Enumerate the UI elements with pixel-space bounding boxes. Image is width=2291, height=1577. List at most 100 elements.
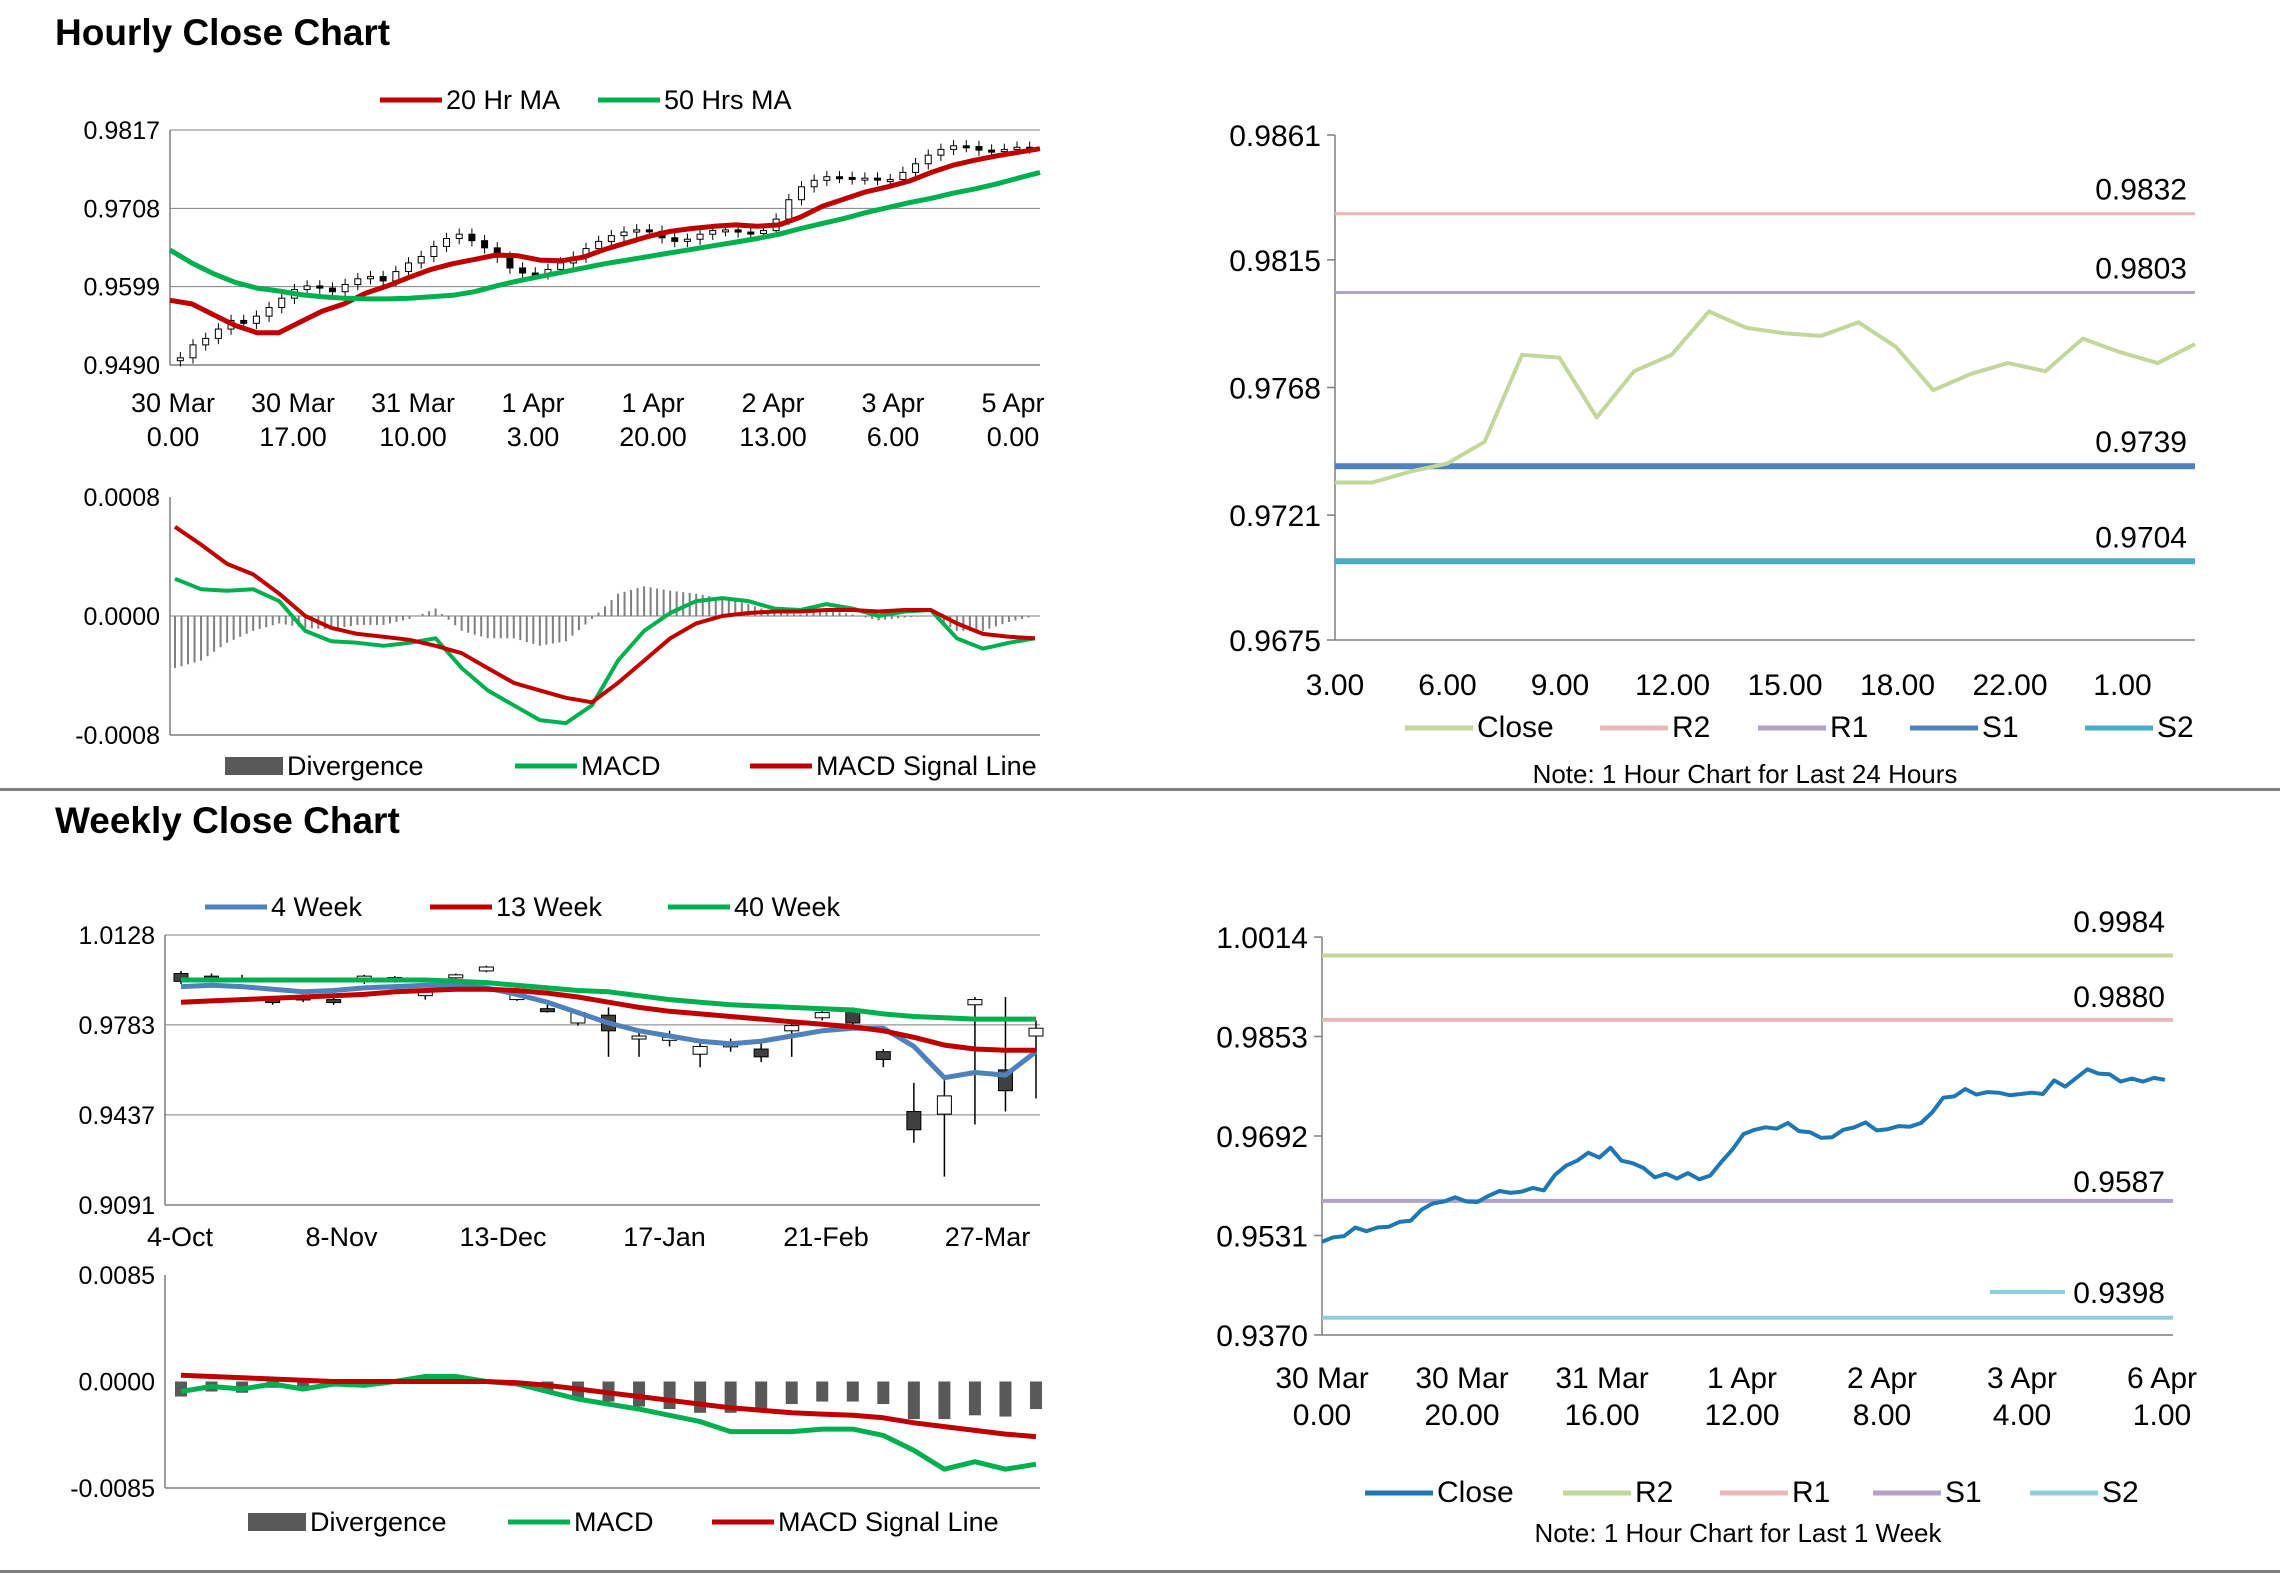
- weekly-pivots-legend-r1-label: R1: [1792, 1476, 1830, 1509]
- hourly-price-xtick-date: 5 Apr: [981, 388, 1044, 418]
- weekly-pivots-xtick-time: 4.00: [1993, 1399, 2051, 1432]
- hourly-macd-legend-divergence-swatch: [225, 757, 283, 775]
- hourly-candle-body: [747, 231, 755, 235]
- hourly-price-xtick-date: 30 Mar: [251, 388, 335, 418]
- weekly-candle-body: [753, 1048, 769, 1058]
- hourly-candle-body: [912, 163, 920, 173]
- hourly-pivots-legend-r2-label: R2: [1672, 711, 1710, 744]
- hourly-candle-body: [620, 231, 628, 237]
- weekly-divergence-bar: [663, 1381, 676, 1410]
- weekly-macd-legend-divergence-swatch: [248, 1513, 306, 1531]
- hourly-legend-ma50-label: 50 Hrs MA: [664, 85, 792, 115]
- weekly-pivots-ytick: 0.9692: [1216, 1121, 1308, 1154]
- hourly-candle-body: [759, 230, 767, 234]
- hourly-candle-body: [189, 344, 197, 359]
- weekly-pivot-r1-label: 0.9880: [2073, 981, 2165, 1014]
- weekly-section-title: Weekly Close Chart: [55, 800, 400, 841]
- hourly-candle-body: [303, 285, 311, 291]
- weekly-price-xtick: 8-Nov: [305, 1222, 378, 1252]
- hourly-candle-body: [278, 297, 286, 309]
- page-bottom-divider: [0, 1570, 2280, 1573]
- weekly-macd-legend-divergence-label: Divergence: [310, 1507, 447, 1537]
- weekly-legend-40wk-label: 40 Week: [734, 892, 841, 922]
- weekly-macd-ytick: 0.0000: [79, 1369, 155, 1397]
- hourly-pivots-ytick: 0.9815: [1229, 245, 1321, 278]
- weekly-divergence-bar: [938, 1381, 951, 1420]
- hourly-price-xtick-time: 0.00: [147, 422, 200, 452]
- weekly-pivots-xtick-date: 2 Apr: [1847, 1362, 1917, 1395]
- hourly-price-xtick-date: 1 Apr: [621, 388, 684, 418]
- weekly-signal-line: [180, 1372, 1037, 1440]
- hourly-pivot-s2-label: 0.9704: [2095, 521, 2187, 554]
- weekly-candle-body: [814, 1012, 830, 1019]
- weekly-candle-body: [326, 999, 342, 1004]
- hourly-candle-body: [430, 245, 438, 257]
- hourly-candle-body: [886, 179, 894, 183]
- hourly-pivot-r2-label: 0.9832: [2095, 174, 2187, 207]
- hourly-candle-body: [950, 145, 958, 150]
- hourly-price-ytick: 0.9817: [84, 117, 160, 145]
- weekly-divergence-bar: [877, 1381, 890, 1405]
- hourly-candle-body: [823, 176, 831, 181]
- weekly-divergence-bar: [755, 1381, 768, 1410]
- weekly-candle-body: [631, 1035, 647, 1040]
- hourly-price-xtick-time: 20.00: [619, 422, 687, 452]
- hourly-legend-ma20-label: 20 Hr MA: [446, 85, 560, 115]
- hourly-pivots-xtick: 1.00: [2093, 669, 2151, 702]
- hourly-pivots-xtick: 18.00: [1860, 669, 1935, 702]
- hourly-candle-body: [405, 262, 413, 273]
- hourly-price-xtick-date: 31 Mar: [371, 388, 455, 418]
- hourly-pivot-s1-label: 0.9739: [2095, 426, 2187, 459]
- weekly-divergence-bar: [1030, 1381, 1042, 1410]
- hourly-candle-body: [328, 287, 336, 293]
- weekly-pivots-note: Note: 1 Hour Chart for Last 1 Week: [1534, 1518, 1942, 1548]
- hourly-candle-body: [988, 149, 996, 153]
- hourly-candle-body: [481, 240, 489, 249]
- hourly-pivots-xtick: 22.00: [1972, 669, 2047, 702]
- hourly-price-xtick-time: 0.00: [987, 422, 1040, 452]
- weekly-pivots-ytick: 1.0014: [1216, 922, 1308, 955]
- weekly-price-xtick: 4-Oct: [147, 1222, 214, 1252]
- weekly-pivots-xtick-date: 30 Mar: [1415, 1362, 1508, 1395]
- hourly-pivots-xtick: 15.00: [1747, 669, 1822, 702]
- hourly-candle-body: [341, 284, 349, 293]
- hourly-pivots-xtick: 6.00: [1418, 669, 1476, 702]
- weekly-price-ytick: 0.9091: [79, 1192, 155, 1220]
- weekly-price-ytick: 0.9783: [79, 1012, 155, 1040]
- hourly-series-ma50: [168, 169, 1041, 302]
- weekly-pivots-xtick-time: 20.00: [1424, 1399, 1499, 1432]
- hourly-candle-body: [455, 233, 463, 240]
- hourly-candle-body: [595, 240, 603, 250]
- weekly-macd-legend-signal-label: MACD Signal Line: [778, 1507, 999, 1537]
- hourly-price-ytick: 0.9599: [84, 274, 160, 302]
- weekly-pivots-legend-s1-label: S1: [1945, 1476, 1982, 1509]
- hourly-candle-body: [874, 177, 882, 181]
- weekly-price-xtick: 13-Dec: [459, 1222, 546, 1252]
- hourly-macd-ytick: 0.0000: [84, 603, 160, 631]
- hourly-price-xtick-time: 13.00: [739, 422, 807, 452]
- weekly-pivots-xtick-time: 1.00: [2133, 1399, 2191, 1432]
- weekly-price-xtick: 17-Jan: [623, 1222, 706, 1252]
- weekly-pivots-legend-s2-label: S2: [2102, 1476, 2139, 1509]
- hourly-pivots-xtick: 9.00: [1531, 669, 1589, 702]
- hourly-candle-body: [468, 233, 476, 242]
- hourly-price-xtick-time: 6.00: [867, 422, 920, 452]
- hourly-candle-body: [899, 171, 907, 181]
- weekly-pivots-xtick-time: 8.00: [1853, 1399, 1911, 1432]
- hourly-pivots-ytick: 0.9675: [1229, 625, 1321, 658]
- hourly-pivots-legend-s1-label: S1: [1982, 711, 2019, 744]
- weekly-divergence-bar: [999, 1381, 1012, 1417]
- weekly-candle-body: [875, 1051, 891, 1060]
- weekly-candle-body: [448, 974, 464, 979]
- hourly-candle-body: [506, 256, 514, 269]
- weekly-pivots-xtick-time: 0.00: [1293, 1399, 1351, 1432]
- weekly-candle-body: [967, 999, 983, 1006]
- weekly-candle-body: [784, 1025, 800, 1032]
- hourly-candle-body: [607, 235, 615, 242]
- hourly-candle-body: [557, 262, 565, 270]
- hourly-candle-body: [176, 357, 184, 362]
- weekly-pivots-close-line: [1321, 1067, 2166, 1244]
- hourly-candle-body: [836, 176, 844, 180]
- weekly-divergence-bar: [846, 1381, 859, 1402]
